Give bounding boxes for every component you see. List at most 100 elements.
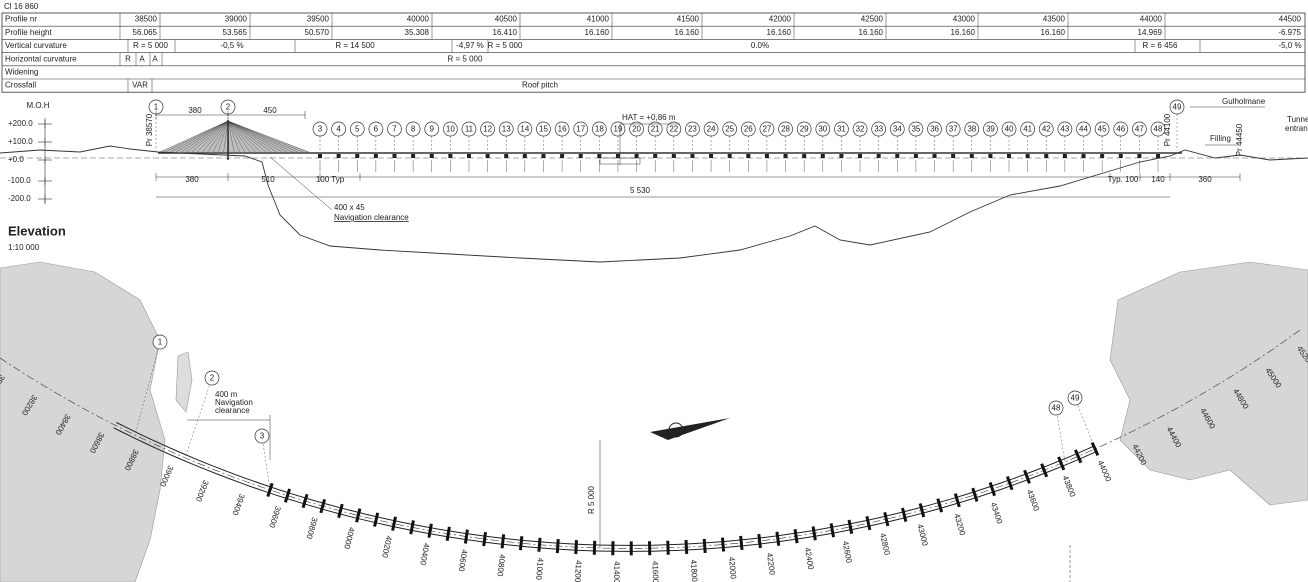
row-label: Vertical curvature	[5, 41, 67, 50]
axis-number: 17	[576, 125, 585, 134]
axis-number: 46	[1116, 125, 1125, 134]
table-cell: 16.160	[1041, 28, 1066, 37]
row-label: Widening	[5, 68, 38, 77]
pontoon	[839, 154, 843, 158]
axis-number: 9	[430, 125, 435, 134]
pontoon	[1156, 154, 1160, 158]
table-title: Cl 16 860	[4, 2, 39, 11]
axis-number: 24	[707, 125, 716, 134]
axis-number: 47	[1135, 125, 1144, 134]
annotation: Pr 44450	[1235, 123, 1244, 156]
table-cell: 40500	[495, 15, 518, 24]
table-cell: 0.0%	[751, 41, 769, 50]
dimension: 5 530	[630, 186, 651, 195]
pontoon	[690, 154, 694, 158]
pontoon	[411, 154, 415, 158]
pontoon	[970, 154, 974, 158]
table-cell: A	[139, 54, 145, 63]
annotation: Navigation clearance	[334, 213, 409, 222]
row-label: Crossfall	[5, 81, 36, 90]
axis-number: 43	[1060, 125, 1069, 134]
axis-number: 18	[595, 125, 604, 134]
level-label: +100.0	[8, 137, 33, 146]
pontoon	[1026, 154, 1030, 158]
pontoon	[795, 529, 797, 543]
dimension: 450	[263, 106, 277, 115]
pontoon	[484, 532, 486, 546]
pontoon	[541, 154, 545, 158]
pontoon	[560, 154, 564, 158]
pontoon	[709, 154, 713, 158]
annotation: HAT = +0,86 m	[622, 113, 676, 122]
pontoon	[576, 540, 577, 554]
axis-number: 11	[465, 125, 474, 134]
pontoon	[504, 154, 508, 158]
dimension: 380	[188, 106, 202, 115]
level-label: -200.0	[8, 194, 31, 203]
drawing: Cl 16 860Profile nrProfile heightVertica…	[0, 0, 1308, 582]
pontoon	[392, 154, 396, 158]
axis-number: 38	[967, 125, 976, 134]
table-cell: 40000	[407, 15, 430, 24]
axis-number: 10	[446, 125, 455, 134]
table-cell: R = 5 000	[448, 54, 483, 63]
pontoon	[1119, 154, 1123, 158]
pontoon	[741, 536, 742, 550]
table-cell: 41500	[677, 15, 700, 24]
dimension: 140	[1151, 175, 1165, 184]
table-cell: A	[152, 54, 158, 63]
axis-number: 31	[837, 125, 846, 134]
axis-number: 27	[762, 125, 771, 134]
table-cell: -6.975	[1278, 28, 1301, 37]
pontoon	[988, 154, 992, 158]
axis-number: 7	[392, 125, 397, 134]
axis-number: 3	[260, 432, 265, 441]
station-label: 41000	[534, 557, 545, 580]
pontoon	[686, 540, 687, 554]
pontoon	[933, 154, 937, 158]
dimension: 510	[261, 175, 275, 184]
pontoon	[374, 154, 378, 158]
table-cell: 16.160	[675, 28, 700, 37]
pontoon	[784, 154, 788, 158]
pontoon	[877, 154, 881, 158]
radius-label: R 5 000	[587, 485, 596, 514]
station-label: 41600	[651, 561, 660, 582]
pontoon	[337, 154, 341, 158]
axis-number: 13	[502, 125, 511, 134]
axis-number: 1	[154, 103, 159, 112]
pontoon	[1082, 154, 1086, 158]
pontoon	[759, 534, 761, 548]
pontoon	[1007, 154, 1011, 158]
pontoon	[704, 539, 705, 553]
table-cell: R = 5 000	[488, 41, 523, 50]
pontoon	[539, 538, 540, 552]
axis-number: 28	[781, 125, 790, 134]
axis-number: 30	[818, 125, 827, 134]
axis-number: 16	[558, 125, 567, 134]
table-cell: 50.570	[305, 28, 330, 37]
pontoon	[318, 154, 322, 158]
table-cell: 16.410	[493, 28, 518, 37]
table-cell: 14.969	[1138, 28, 1163, 37]
pontoon	[430, 154, 434, 158]
axis-number: 37	[949, 125, 958, 134]
axis-title: M.O.H	[26, 101, 49, 110]
table-cell: 43000	[953, 15, 976, 24]
table-cell: -0,5 %	[220, 41, 243, 50]
pontoon	[1044, 154, 1048, 158]
axis-number: 29	[800, 125, 809, 134]
row-label: Profile nr	[5, 15, 37, 24]
annotation: Tunnel	[1287, 115, 1308, 124]
axis-number: 49	[1173, 103, 1182, 112]
table-cell: 16.160	[585, 28, 610, 37]
table-cell: 39500	[307, 15, 330, 24]
pontoon	[722, 538, 723, 552]
pontoon	[765, 154, 769, 158]
pontoon	[821, 154, 825, 158]
table-cell: VAR	[132, 81, 148, 90]
axis-number: 49	[1071, 394, 1080, 403]
table-cell: R = 14 500	[335, 41, 375, 50]
axis-number: 4	[336, 125, 341, 134]
table-cell: 44000	[1140, 15, 1163, 24]
